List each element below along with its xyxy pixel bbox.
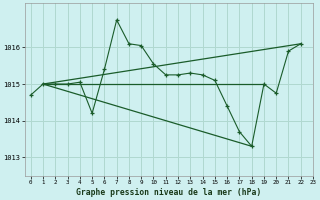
X-axis label: Graphe pression niveau de la mer (hPa): Graphe pression niveau de la mer (hPa) bbox=[76, 188, 261, 197]
